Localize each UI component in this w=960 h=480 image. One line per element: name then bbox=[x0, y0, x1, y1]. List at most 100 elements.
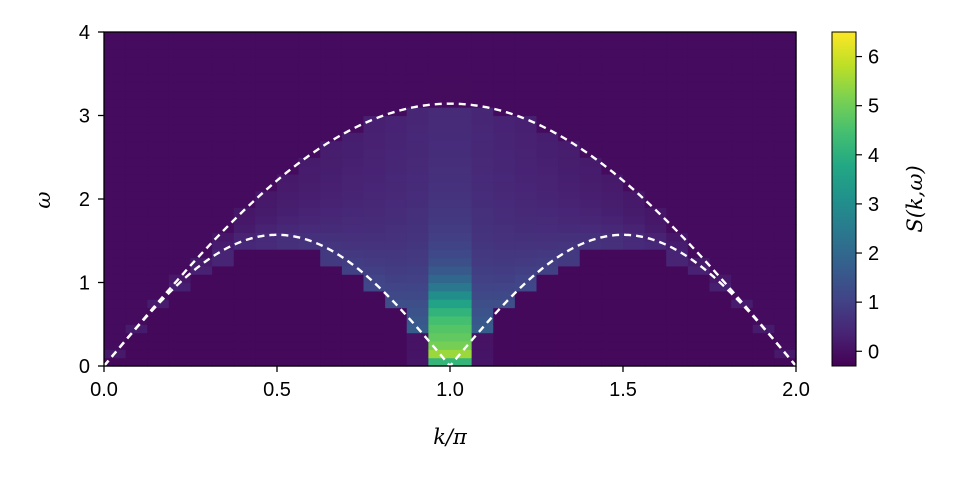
heatmap-cell bbox=[385, 173, 408, 183]
heatmap-cell bbox=[450, 90, 473, 100]
heatmap-cell bbox=[233, 57, 256, 66]
heatmap-cell bbox=[255, 224, 278, 233]
heatmap-cell bbox=[190, 190, 213, 200]
heatmap-cell bbox=[752, 349, 775, 359]
heatmap-cell bbox=[493, 240, 516, 250]
heatmap-cell bbox=[601, 207, 624, 217]
heatmap-cell bbox=[774, 32, 797, 41]
heatmap-cell bbox=[125, 340, 148, 350]
heatmap-cell bbox=[406, 357, 429, 367]
heatmap-cell bbox=[277, 349, 300, 359]
heatmap-cell bbox=[774, 274, 797, 284]
heatmap-cell bbox=[125, 199, 148, 208]
heatmap-cell bbox=[298, 224, 321, 233]
heatmap-cell bbox=[536, 265, 559, 275]
heatmap-cell bbox=[233, 315, 256, 325]
heatmap-cell bbox=[709, 324, 732, 334]
heatmap-cell bbox=[514, 107, 538, 117]
heatmap-cell bbox=[558, 48, 581, 58]
heatmap-cell bbox=[385, 232, 408, 242]
heatmap-cell bbox=[579, 40, 602, 50]
heatmap-cell bbox=[406, 140, 429, 150]
heatmap-cell bbox=[644, 148, 667, 158]
heatmap-cell bbox=[579, 340, 602, 350]
heatmap-cell bbox=[493, 148, 516, 158]
heatmap-cell bbox=[320, 224, 343, 233]
heatmap-cell bbox=[666, 73, 689, 83]
heatmap-cell bbox=[493, 90, 516, 100]
heatmap-cell bbox=[687, 240, 711, 250]
heatmap-cell bbox=[147, 107, 170, 117]
heatmap-cell bbox=[212, 57, 235, 66]
heatmap-cell bbox=[147, 299, 170, 309]
heatmap-cell bbox=[687, 182, 711, 192]
heatmap-cell bbox=[687, 48, 711, 58]
heatmap-cell bbox=[536, 215, 559, 225]
heatmap-cell bbox=[363, 173, 386, 183]
heatmap-cell bbox=[363, 65, 386, 75]
heatmap-cell bbox=[558, 173, 581, 183]
heatmap-cell bbox=[731, 340, 754, 350]
heatmap-cell bbox=[363, 199, 386, 208]
heatmap-cell bbox=[277, 357, 300, 367]
heatmap-cell bbox=[752, 90, 775, 100]
heatmap-cell bbox=[341, 240, 365, 250]
heatmap-cell bbox=[774, 307, 797, 317]
heatmap-cell bbox=[558, 57, 581, 66]
heatmap-cell bbox=[558, 332, 581, 342]
heatmap-cell bbox=[601, 32, 624, 41]
heatmap-cell bbox=[623, 224, 646, 233]
heatmap-cell bbox=[233, 299, 256, 309]
heatmap-cell bbox=[536, 32, 559, 41]
heatmap-cell bbox=[320, 257, 343, 267]
heatmap-cell bbox=[687, 199, 711, 208]
heatmap-cell bbox=[601, 249, 624, 259]
x-tick-label: 0.0 bbox=[90, 379, 118, 401]
heatmap-cell bbox=[363, 90, 386, 100]
heatmap-cell bbox=[623, 98, 646, 108]
heatmap-cell bbox=[212, 299, 235, 309]
heatmap-cell bbox=[428, 199, 451, 208]
heatmap-cell bbox=[687, 32, 711, 41]
heatmap-cell bbox=[752, 107, 775, 117]
heatmap-cell bbox=[363, 82, 386, 92]
heatmap-cell bbox=[579, 240, 602, 250]
heatmap-cell bbox=[666, 182, 689, 192]
heatmap-cell bbox=[514, 299, 538, 309]
heatmap-cell bbox=[774, 123, 797, 133]
heatmap-cell bbox=[731, 190, 754, 200]
heatmap-cell bbox=[212, 349, 235, 359]
heatmap-cell bbox=[255, 173, 278, 183]
heatmap-cell bbox=[709, 340, 732, 350]
heatmap-cell bbox=[363, 140, 386, 150]
heatmap-cell bbox=[125, 249, 148, 259]
heatmap-cell bbox=[514, 199, 538, 208]
heatmap-cell bbox=[320, 165, 343, 175]
heatmap-cell bbox=[147, 257, 170, 267]
heatmap-cell bbox=[104, 140, 127, 150]
heatmap-cell bbox=[601, 190, 624, 200]
heatmap-cell bbox=[363, 232, 386, 242]
heatmap-cell bbox=[601, 90, 624, 100]
heatmap-cell bbox=[536, 157, 559, 167]
heatmap-cell bbox=[363, 182, 386, 192]
heatmap-cell bbox=[341, 148, 365, 158]
heatmap-cell bbox=[104, 182, 127, 192]
heatmap-cell bbox=[687, 274, 711, 284]
heatmap-cell bbox=[536, 98, 559, 108]
heatmap-cell bbox=[514, 307, 538, 317]
heatmap-cell bbox=[450, 65, 473, 75]
heatmap-cell bbox=[125, 257, 148, 267]
heatmap-cell bbox=[601, 307, 624, 317]
heatmap-cell bbox=[579, 307, 602, 317]
heatmap-cell bbox=[385, 224, 408, 233]
heatmap-cell bbox=[666, 65, 689, 75]
heatmap-cell bbox=[147, 232, 170, 242]
heatmap-cell bbox=[774, 65, 797, 75]
heatmap-cell bbox=[363, 207, 386, 217]
heatmap-cell bbox=[320, 349, 343, 359]
heatmap-cell bbox=[341, 324, 365, 334]
heatmap-cell bbox=[363, 290, 386, 300]
heatmap-cell bbox=[687, 140, 711, 150]
heatmap-cell bbox=[385, 40, 408, 50]
